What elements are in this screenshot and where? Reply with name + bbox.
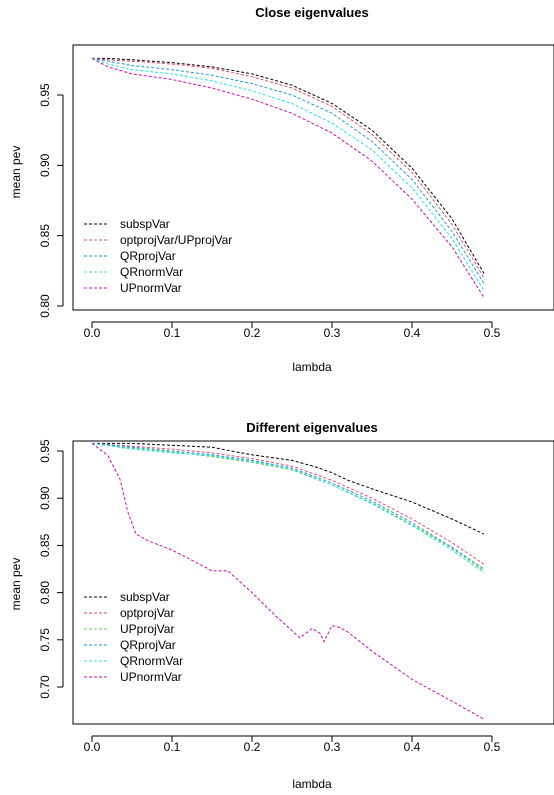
y-tick-label: 0.80 bbox=[38, 294, 52, 318]
x-axis-label: lambda bbox=[292, 777, 332, 791]
legend-entry: QRprojVar bbox=[120, 249, 176, 263]
y-axis-label: mean pev bbox=[9, 146, 23, 199]
y-tick-label: 0.85 bbox=[38, 533, 52, 557]
y-axis-label: mean pev bbox=[9, 558, 23, 611]
series-line bbox=[91, 442, 485, 572]
series-line bbox=[92, 442, 485, 535]
series-line bbox=[91, 442, 485, 565]
chart-different-eigenvalues: Different eigenvalues 0.0 0.1 0.2 0.3 0.4 0.5… bbox=[9, 420, 554, 791]
y-axis: 0.70 0.75 0.80 0.85 0.90 0.95 bbox=[38, 439, 64, 699]
chart-title: Different eigenvalues bbox=[246, 420, 378, 435]
legend-entry: optprojVar/UPprojVar bbox=[120, 233, 232, 247]
y-axis: 0.80 0.85 0.90 0.95 bbox=[38, 83, 64, 318]
series-line bbox=[91, 442, 485, 570]
x-axis-label: lambda bbox=[292, 360, 332, 374]
x-tick-label: 0.0 bbox=[84, 326, 101, 340]
series-line bbox=[91, 57, 485, 279]
legend-entry: subspVar bbox=[120, 590, 170, 604]
chart-close-eigenvalues: Close eigenvalues 0.0 0.1 0.2 0.3 0.4 0.5 0.8… bbox=[9, 5, 554, 374]
series-line bbox=[91, 57, 485, 298]
series-lines bbox=[91, 442, 485, 720]
x-tick-label: 0.4 bbox=[404, 326, 421, 340]
legend: subspVar optprojVar UPprojVar QRprojVar QRno… bbox=[84, 590, 183, 684]
series-line bbox=[91, 57, 485, 284]
series-line bbox=[91, 57, 485, 291]
legend-entry: subspVar bbox=[120, 217, 170, 231]
x-tick-label: 0.1 bbox=[164, 740, 181, 754]
legend: subspVar optprojVar/UPprojVar QRprojVar QRn… bbox=[84, 217, 232, 295]
plot-frame bbox=[72, 44, 554, 311]
legend-entry: QRnormVar bbox=[120, 654, 183, 668]
series-line bbox=[92, 57, 485, 274]
series-line bbox=[91, 443, 485, 720]
legend-entry: QRprojVar bbox=[120, 638, 176, 652]
chart-title: Close eigenvalues bbox=[255, 5, 368, 20]
x-tick-label: 0.2 bbox=[244, 326, 261, 340]
y-tick-label: 0.75 bbox=[38, 628, 52, 652]
y-tick-label: 0.95 bbox=[38, 83, 52, 107]
x-tick-label: 0.2 bbox=[244, 740, 261, 754]
x-tick-label: 0.5 bbox=[484, 740, 501, 754]
legend-entry: QRnormVar bbox=[120, 265, 183, 279]
x-tick-label: 0.0 bbox=[84, 740, 101, 754]
y-tick-label: 0.95 bbox=[38, 439, 52, 463]
x-axis: 0.0 0.1 0.2 0.3 0.4 0.5 bbox=[84, 735, 501, 754]
y-tick-label: 0.85 bbox=[38, 224, 52, 248]
legend-entry: UPprojVar bbox=[120, 622, 174, 636]
x-tick-label: 0.5 bbox=[484, 326, 501, 340]
series-lines bbox=[91, 57, 485, 298]
plot-frame bbox=[72, 440, 554, 725]
x-tick-label: 0.1 bbox=[164, 326, 181, 340]
y-tick-label: 0.80 bbox=[38, 581, 52, 605]
y-tick-label: 0.70 bbox=[38, 675, 52, 699]
x-tick-label: 0.3 bbox=[324, 326, 341, 340]
x-axis: 0.0 0.1 0.2 0.3 0.4 0.5 bbox=[84, 321, 501, 340]
x-tick-label: 0.4 bbox=[404, 740, 421, 754]
x-tick-label: 0.3 bbox=[324, 740, 341, 754]
y-tick-label: 0.90 bbox=[38, 486, 52, 510]
legend-entry: UPnormVar bbox=[120, 670, 182, 684]
series-line bbox=[91, 442, 485, 574]
legend-entry: UPnormVar bbox=[120, 281, 182, 295]
y-tick-label: 0.90 bbox=[38, 153, 52, 177]
legend-entry: optprojVar bbox=[120, 606, 174, 620]
